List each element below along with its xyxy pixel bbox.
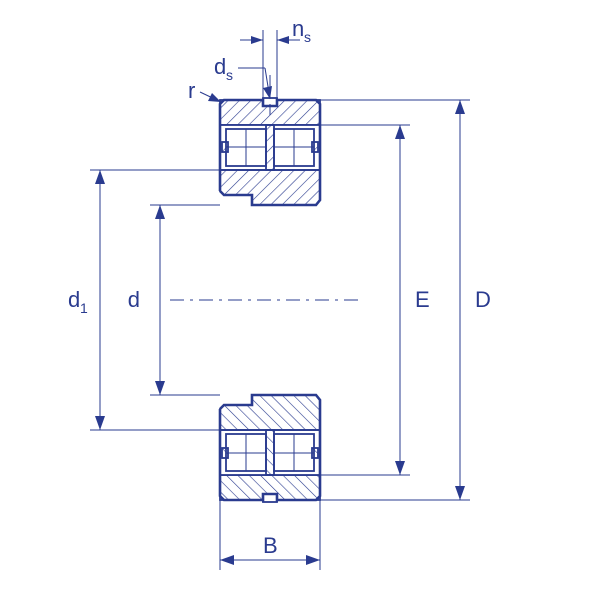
label-ds-sub: s [226, 67, 233, 83]
lower-section [220, 395, 320, 502]
label-ds: d [214, 54, 226, 79]
dim-r: r [188, 78, 221, 103]
roller-right [274, 129, 318, 166]
dim-d1: d 1 [68, 170, 220, 430]
bearing-diagram: D E d d 1 B [0, 0, 600, 600]
label-ns-sub: s [304, 29, 311, 45]
label-r: r [188, 78, 195, 103]
label-B: B [263, 533, 278, 558]
dim-ns: n s [240, 16, 311, 98]
roller-left [222, 129, 266, 166]
label-E: E [415, 287, 430, 312]
label-D: D [475, 287, 491, 312]
dim-B: B [220, 500, 320, 570]
label-d1-sub: 1 [80, 300, 88, 316]
label-d1: d [68, 287, 80, 312]
label-ns: n [292, 16, 304, 41]
label-d: d [128, 287, 140, 312]
